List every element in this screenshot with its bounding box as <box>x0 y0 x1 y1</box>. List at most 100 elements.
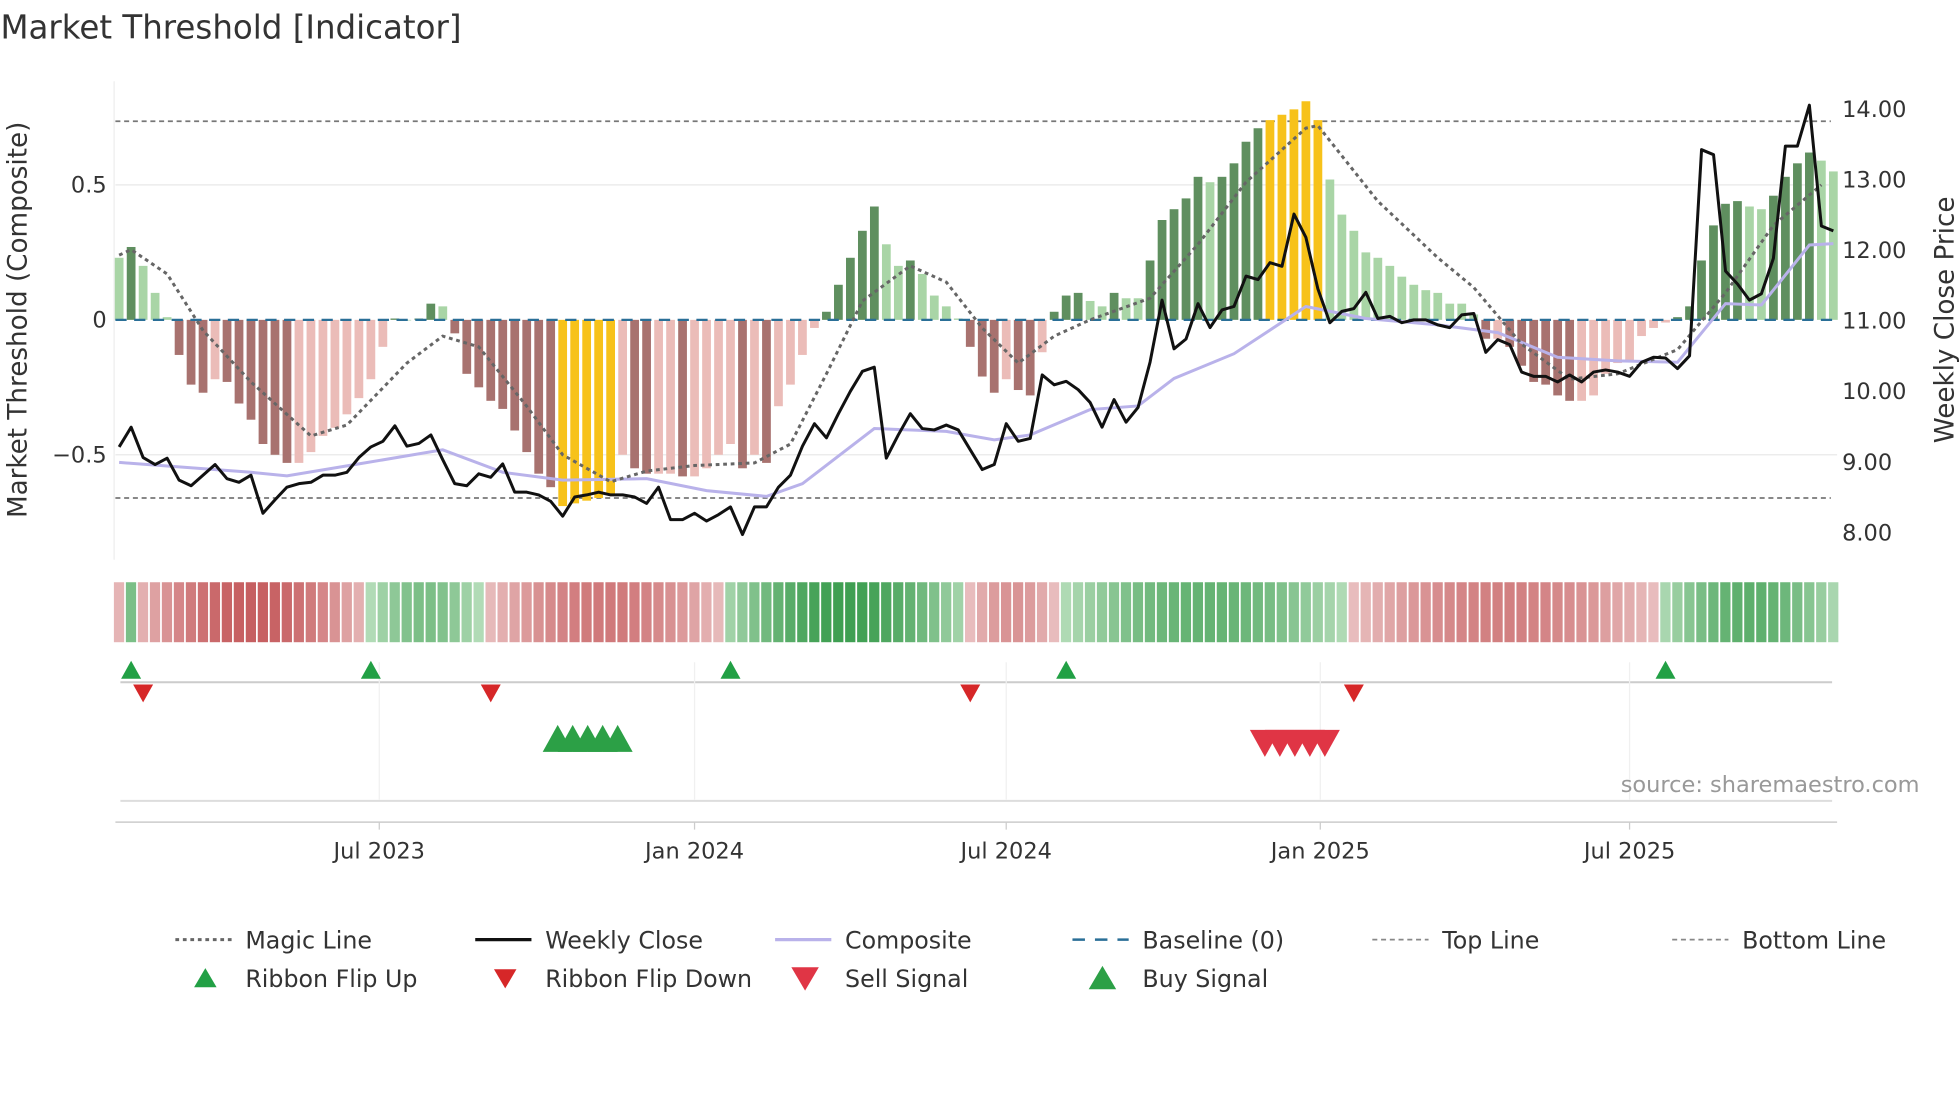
ribbon-segment-bull <box>401 582 412 643</box>
composite-bar <box>1481 319 1491 339</box>
ribbon-segment-bear <box>269 582 280 643</box>
composite-bar <box>294 319 304 463</box>
composite-bar <box>1577 319 1586 401</box>
composite-bar <box>114 257 124 320</box>
ribbon-segment-bull <box>1804 582 1815 643</box>
ribbon-segment-bull <box>869 582 880 643</box>
ribbon-segment-bear <box>245 582 257 643</box>
ribbon-segment-bear <box>1444 582 1455 643</box>
composite-bar <box>1433 292 1443 320</box>
ribbon-segment-bear <box>557 582 568 643</box>
ribbon-segment-bull <box>1684 582 1695 643</box>
composite-bar <box>306 319 316 453</box>
composite-bar <box>929 295 939 320</box>
ribbon-segment-bull <box>1732 582 1743 643</box>
ribbon-segment-bull <box>1216 582 1227 643</box>
composite-bar <box>1373 257 1383 320</box>
ribbon-segment-bear <box>976 582 988 643</box>
ribbon-segment-bear <box>305 582 316 643</box>
composite-bar <box>1133 298 1143 320</box>
ribbon-segment-bull <box>1144 582 1156 643</box>
ribbon-segment-bull <box>929 582 940 643</box>
composite-bar <box>1205 182 1215 320</box>
composite-bar <box>318 319 328 436</box>
composite-bar <box>630 319 639 469</box>
ribbon-segment-bull <box>821 582 832 643</box>
x-tick-label: Jul 2025 <box>1582 838 1675 864</box>
ribbon-segment-bear <box>1468 582 1479 643</box>
composite-bar <box>570 319 580 504</box>
ribbon-segment-bear <box>965 582 976 643</box>
composite-bar <box>1733 201 1742 320</box>
ribbon-segment-bear <box>629 582 640 643</box>
ribbon-segment-bull <box>1768 582 1779 643</box>
ribbon-segment-bull <box>905 582 916 643</box>
sell-signal-marker <box>1309 729 1340 757</box>
ribbon-segment-bull <box>809 582 820 643</box>
ribbon-flip-up-marker <box>1056 660 1077 679</box>
x-tick-label: Jan 2025 <box>1269 838 1370 864</box>
composite-bar <box>258 319 268 444</box>
composite-bar <box>1781 176 1790 320</box>
ribbon-segment-bull <box>893 582 904 643</box>
ribbon-segment-bear <box>1528 582 1539 643</box>
legend-label: Sell Signal <box>845 965 968 993</box>
legend-item-sell: Sell Signal <box>791 965 968 993</box>
ribbon-segment-bear <box>149 582 161 643</box>
ribbon-segment-bull <box>785 582 796 643</box>
composite-bar <box>1037 319 1047 353</box>
ribbon-segment-bull <box>857 582 868 643</box>
ribbon-segment-bull <box>125 582 137 643</box>
composite-bar <box>1505 319 1515 347</box>
y-tick-label: 0 <box>92 307 106 333</box>
ribbon-segment-bear <box>1000 582 1012 643</box>
ribbon-segment-bull <box>917 582 928 643</box>
ribbon-segment-bear <box>1420 582 1431 643</box>
ribbon-segment-bear <box>1348 582 1359 643</box>
composite-bar <box>762 319 771 463</box>
ribbon-segment-bull <box>761 582 772 643</box>
ribbon-segment-bull <box>461 582 472 643</box>
ribbon-segment-bull <box>1096 582 1108 643</box>
composite-bar <box>162 317 172 320</box>
ribbon-segment-bear <box>257 582 268 643</box>
composite-bar <box>174 319 184 355</box>
ribbon-segment-bear <box>677 582 688 643</box>
ribbon-segment-bear <box>341 582 352 643</box>
ribbon-flip-down-marker <box>960 684 981 703</box>
legend-item-flip_down: Ribbon Flip Down <box>493 965 752 993</box>
legend-swatch <box>1088 965 1117 990</box>
ribbon-segment-bear <box>641 582 652 643</box>
ribbon-segment-bear <box>161 582 173 643</box>
legend: Magic Line Weekly Close Composite Baseline … <box>175 926 1886 993</box>
composite-bar <box>1397 276 1407 320</box>
legend-label: Top Line <box>1441 926 1539 954</box>
ribbon-segment-bull <box>1756 582 1767 643</box>
ribbon-segment-bear <box>1012 582 1024 643</box>
composite-bar <box>210 319 220 380</box>
ribbon-segment-bear <box>545 582 556 643</box>
composite-bar <box>1013 319 1023 391</box>
ribbon-flip-up-marker <box>360 660 381 679</box>
ribbon-segment-bear <box>233 582 245 643</box>
composite-bar <box>977 319 987 377</box>
ribbon-segment-bull <box>1276 582 1287 643</box>
ribbon-segment-bull <box>1084 582 1096 643</box>
ribbon-segment-bear <box>329 582 340 643</box>
composite-bar <box>1169 209 1179 320</box>
axes: 0.5 0 −0.5 14.00 13.00 12.00 11.00 10.00 9.00 8.0… <box>52 97 1906 865</box>
ribbon-segment-bull <box>1300 582 1311 643</box>
composite-bar <box>510 319 520 431</box>
ribbon-segment-bear <box>317 582 328 643</box>
magic-line <box>118 123 1823 484</box>
ribbon-flip-up-marker <box>720 660 741 679</box>
legend-item-magic: Magic Line <box>175 926 372 954</box>
composite-bar <box>498 319 508 409</box>
composite-bar <box>1709 225 1718 320</box>
composite-bar <box>1217 176 1227 320</box>
ribbon-segment-bull <box>1120 582 1132 643</box>
legend-item-bottom: Bottom Line <box>1672 926 1886 954</box>
ribbon-segment-bull <box>737 582 748 643</box>
composite-bar <box>893 265 903 320</box>
